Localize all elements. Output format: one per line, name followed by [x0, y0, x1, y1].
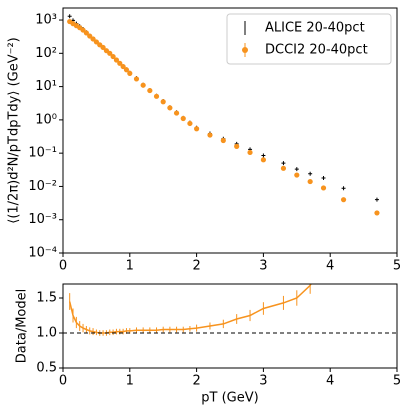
- data-point: [113, 57, 120, 63]
- data-point: [153, 93, 160, 99]
- y-tick-label: 0.5: [36, 361, 57, 376]
- y-axis-label: ⟨(1/2π)d²N/pTdpTdy⟩ (GeV⁻²): [7, 37, 22, 224]
- plot-area: [67, 14, 380, 216]
- y-tick-label: 10¹: [35, 79, 57, 94]
- data-point: [280, 165, 287, 171]
- data-point: [374, 210, 380, 216]
- data-point: [294, 172, 300, 178]
- data-point: [374, 197, 379, 202]
- data-point: [341, 186, 346, 191]
- x-tick-label: 3: [259, 374, 267, 389]
- data-point: [187, 120, 193, 127]
- x-tick-label: 2: [192, 259, 200, 274]
- data-point: [123, 67, 130, 73]
- y-tick-label: 10²: [35, 46, 57, 61]
- data-point: [207, 132, 213, 138]
- data-point: [247, 149, 253, 156]
- x-tick-label: 5: [393, 374, 401, 389]
- data-point: [220, 137, 226, 144]
- data-point: [307, 178, 313, 185]
- y-tick-label: 10⁻¹: [28, 146, 57, 161]
- x-tick-label: 5: [393, 259, 401, 274]
- y-tick-label: 10⁻²: [28, 179, 57, 194]
- data-point: [140, 82, 146, 88]
- legend-marker: [242, 47, 248, 53]
- x-tick-label: 1: [126, 374, 134, 389]
- data-point: [261, 153, 266, 158]
- data-point: [67, 14, 72, 19]
- x-axis-label: pT (GeV): [201, 391, 258, 406]
- y-tick-label: 10⁻⁴: [28, 246, 57, 261]
- plot-area: [68, 284, 312, 336]
- data-point: [117, 60, 123, 66]
- x-tick-label: 4: [326, 374, 334, 389]
- ratio-line: [68, 284, 312, 334]
- x-tick-label: 2: [192, 374, 200, 389]
- data-point: [173, 110, 180, 116]
- data-point: [147, 87, 153, 94]
- data-point: [127, 70, 133, 76]
- data-point: [281, 161, 286, 166]
- data-point: [110, 53, 116, 60]
- data-point: [90, 36, 96, 42]
- data-point: [320, 185, 327, 191]
- axes-frame: [62, 7, 398, 254]
- x-tick-label: 0: [59, 259, 67, 274]
- x-tick-label: 0: [59, 374, 67, 389]
- data-point: [194, 126, 200, 132]
- y-tick-label: 1.0: [36, 326, 57, 341]
- data-point: [308, 171, 313, 176]
- data-point: [167, 105, 173, 111]
- data-point: [321, 175, 326, 180]
- data-point: [120, 63, 126, 70]
- y-tick-label: 10⁻³: [28, 212, 57, 227]
- y-axis-label: Data/Model: [15, 289, 30, 363]
- data-point: [133, 76, 140, 82]
- data-point: [107, 50, 113, 56]
- legend-box: [226, 13, 392, 65]
- x-tick-label: 1: [126, 259, 134, 274]
- y-tick-label: 1.5: [36, 291, 57, 306]
- data-point: [180, 115, 186, 122]
- axes-frame: [62, 283, 398, 369]
- y-tick-label: 10⁰: [35, 112, 57, 127]
- data-point: [234, 143, 240, 149]
- data-point: [294, 167, 299, 172]
- data-point: [260, 157, 266, 163]
- x-tick-label: 3: [259, 259, 267, 274]
- data-point: [100, 44, 106, 51]
- data-point: [340, 197, 347, 203]
- data-point: [83, 30, 89, 36]
- x-tick-label: 4: [326, 259, 334, 274]
- legend-label: ALICE 20-40pct: [265, 21, 365, 36]
- data-point: [160, 99, 166, 105]
- y-tick-label: 10³: [35, 13, 57, 28]
- legend-label: DCCI2 20-40pct: [265, 43, 368, 58]
